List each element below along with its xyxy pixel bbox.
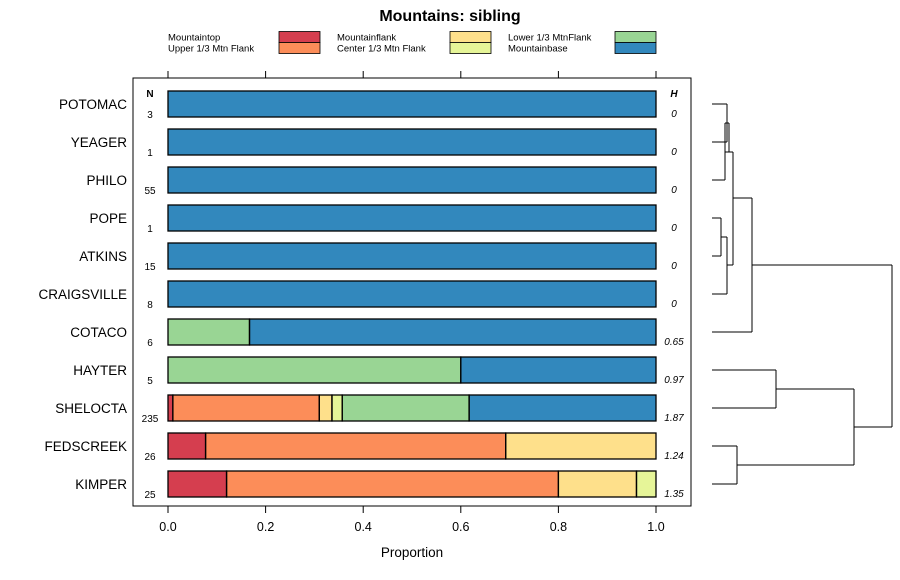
legend-swatch	[449, 31, 492, 43]
h-value: 0	[671, 147, 677, 158]
n-value: 5	[147, 376, 153, 387]
bar-segment	[226, 471, 559, 497]
bar-segment	[168, 433, 206, 459]
plot-panel	[132, 77, 692, 507]
h-value: 1.35	[664, 489, 684, 500]
row-label: KIMPER	[75, 477, 127, 492]
row-label: SHELOCTA	[55, 401, 127, 416]
legend-swatch	[614, 42, 657, 54]
row-label: POTOMAC	[59, 97, 127, 112]
x-axis: 0.0 0.2 0.4 0.6 0.8 1.0	[159, 71, 665, 534]
n-value: 55	[144, 186, 156, 197]
legend-swatch	[614, 31, 657, 43]
x-tick-label: 0.0	[159, 520, 176, 534]
bar-segment	[168, 281, 656, 307]
h-value: 0	[671, 185, 677, 196]
n-value: 15	[144, 262, 156, 273]
legend-label: Mountainflank	[337, 33, 396, 44]
bar-segment	[205, 433, 506, 459]
bar-segment	[168, 357, 461, 383]
bar-segment	[505, 433, 656, 459]
bar-segment	[249, 319, 656, 345]
bar-segment	[168, 395, 173, 421]
x-axis-title: Proportion	[381, 545, 443, 560]
bar-segment	[168, 471, 227, 497]
bar-segment-outline	[505, 432, 657, 460]
x-tick-label: 0.8	[550, 520, 567, 534]
legend-label: Upper 1/3 Mtn Flank	[168, 44, 254, 55]
n-value: 1	[147, 148, 153, 159]
chart-title: Mountains: sibling	[379, 8, 520, 25]
h-value: 0.97	[664, 375, 684, 386]
bar-segment	[558, 471, 637, 497]
bar-segment	[342, 395, 470, 421]
x-tick-label: 0.2	[257, 520, 274, 534]
n-value: 25	[144, 490, 156, 501]
bar-segment	[168, 243, 656, 269]
n-value: 6	[147, 338, 153, 349]
legend-swatch	[278, 31, 321, 43]
legend-swatch	[278, 42, 321, 54]
bar-rows: POTOMAC 3 0 YEAGER 1 0 PHILO 55 0 POPE 1 0 ATKINS 15 0…	[38, 90, 684, 501]
bar-segment	[168, 205, 656, 231]
h-value: 0.65	[664, 337, 684, 348]
h-value: 1.24	[664, 451, 684, 462]
row-label: FEDSCREEK	[44, 439, 127, 454]
bar-segment-outline	[167, 128, 657, 156]
x-tick-label: 0.6	[452, 520, 469, 534]
x-tick-label: 0.4	[355, 520, 372, 534]
legend-label: Lower 1/3 MtnFlank	[508, 33, 592, 44]
row-label: CRAIGSVILLE	[38, 287, 127, 302]
dendrogram	[712, 103, 893, 485]
n-value: 3	[147, 110, 153, 121]
row-label: ATKINS	[79, 249, 127, 264]
h-header: H	[670, 89, 678, 100]
bar-segment	[172, 395, 320, 421]
n-value: 26	[144, 452, 156, 463]
bar-segment-outline	[468, 394, 657, 422]
bar-segment	[168, 167, 656, 193]
bar-segment	[469, 395, 656, 421]
bar-segment-outline	[167, 90, 657, 118]
bar-segment-outline	[460, 356, 657, 384]
legend-label: Center 1/3 Mtn Flank	[337, 44, 426, 55]
bar-segment	[319, 395, 332, 421]
n-header: N	[146, 89, 153, 100]
row-label: POPE	[89, 211, 127, 226]
bar-segment	[460, 357, 656, 383]
n-value: 235	[142, 414, 159, 425]
h-value: 0	[671, 299, 677, 310]
h-value: 1.87	[664, 413, 684, 424]
bar-segment	[168, 91, 656, 117]
row-label: COTACO	[70, 325, 127, 340]
h-value: 0	[671, 223, 677, 234]
bar-segment-outline	[248, 318, 657, 346]
row-label: HAYTER	[73, 363, 127, 378]
h-value: 0	[671, 261, 677, 272]
h-value: 0	[671, 109, 677, 120]
legend-label: Mountaintop	[168, 33, 220, 44]
bar-segment-outline	[167, 242, 657, 270]
legend-swatch	[449, 42, 492, 54]
row-label: PHILO	[86, 173, 127, 188]
bar-segment	[168, 129, 656, 155]
row-label: YEAGER	[71, 135, 128, 150]
bar-segment-outline	[167, 166, 657, 194]
n-value: 1	[147, 224, 153, 235]
bar-segment	[331, 395, 343, 421]
bar-segment	[636, 471, 656, 497]
bar-segment-outline	[167, 280, 657, 308]
x-tick-label: 1.0	[647, 520, 664, 534]
n-value: 8	[147, 300, 153, 311]
bar-segment	[168, 319, 250, 345]
legend-label: Mountainbase	[508, 44, 568, 55]
bar-segment-outline	[635, 470, 657, 498]
bar-segment-outline	[167, 204, 657, 232]
